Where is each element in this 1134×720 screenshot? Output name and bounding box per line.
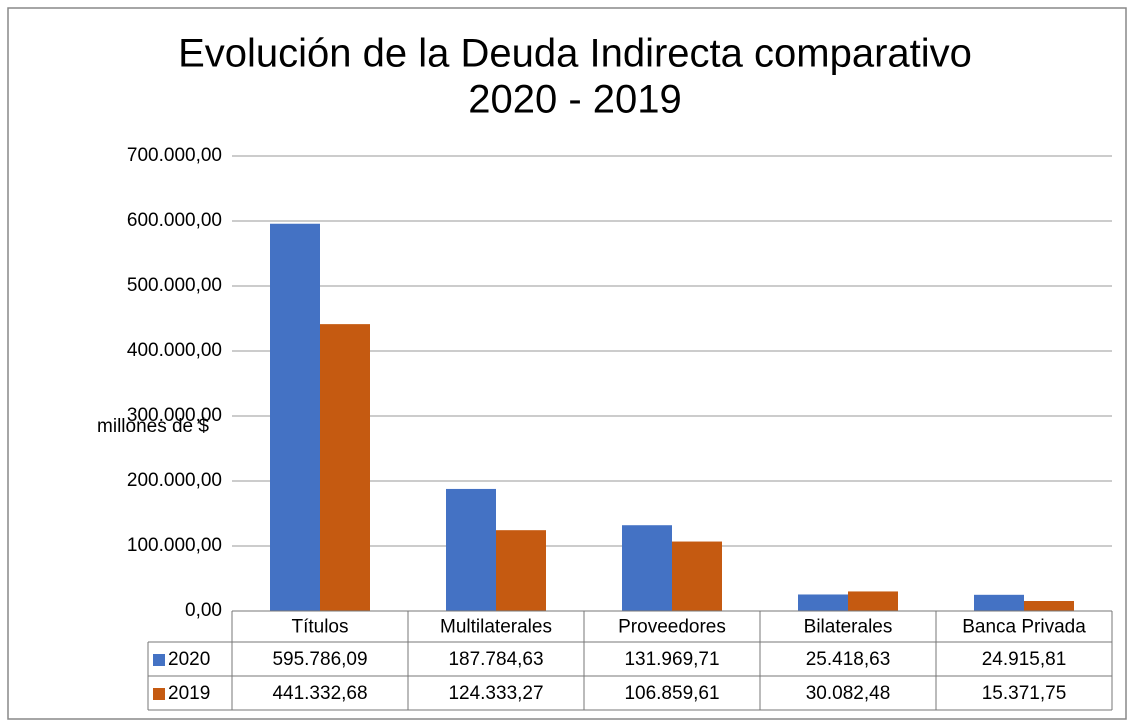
x-tick-label: Multilaterales bbox=[440, 617, 552, 638]
x-tick-label: Bilaterales bbox=[804, 617, 893, 638]
table-value: 441.332,68 bbox=[272, 683, 367, 704]
legend-key bbox=[153, 688, 165, 700]
chart-title: Evolución de la Deuda Indirecta comparat… bbox=[178, 32, 972, 76]
table-value: 25.418,63 bbox=[806, 649, 891, 670]
bar bbox=[1024, 601, 1074, 611]
bar bbox=[446, 488, 496, 611]
y-tick-label: 700.000,00 bbox=[127, 145, 222, 166]
table-value: 131.969,71 bbox=[624, 649, 719, 670]
x-tick-label: Proveedores bbox=[618, 617, 726, 638]
y-tick-label: 400.000,00 bbox=[127, 340, 222, 361]
legend-key bbox=[153, 654, 165, 666]
y-tick-label: 600.000,00 bbox=[127, 210, 222, 231]
x-tick-label: Banca Privada bbox=[962, 617, 1086, 638]
chart-title: 2020 - 2019 bbox=[468, 78, 682, 122]
bar bbox=[622, 525, 672, 611]
y-tick-label: 200.000,00 bbox=[127, 470, 222, 491]
y-axis-label: millones de $ bbox=[97, 416, 209, 437]
bar bbox=[496, 530, 546, 611]
bar bbox=[270, 223, 320, 611]
legend-label: 2020 bbox=[168, 649, 210, 670]
table-value: 124.333,27 bbox=[448, 683, 543, 704]
y-tick-label: 500.000,00 bbox=[127, 275, 222, 296]
table-value: 15.371,75 bbox=[982, 683, 1067, 704]
y-tick-label: 100.000,00 bbox=[127, 535, 222, 556]
table-value: 595.786,09 bbox=[272, 649, 367, 670]
table-value: 24.915,81 bbox=[982, 649, 1067, 670]
table-value: 30.082,48 bbox=[806, 683, 891, 704]
bar bbox=[798, 594, 848, 611]
y-tick-label: 0,00 bbox=[185, 600, 222, 621]
bar bbox=[320, 324, 370, 611]
table-value: 106.859,61 bbox=[624, 683, 719, 704]
legend-label: 2019 bbox=[168, 683, 210, 704]
bar bbox=[848, 591, 898, 611]
table-value: 187.784,63 bbox=[448, 649, 543, 670]
chart-frame bbox=[7, 7, 1127, 720]
bar bbox=[672, 541, 722, 611]
y-tick-label: 300.000,00 bbox=[127, 405, 222, 426]
x-tick-label: Títulos bbox=[291, 617, 348, 638]
bar bbox=[974, 594, 1024, 611]
